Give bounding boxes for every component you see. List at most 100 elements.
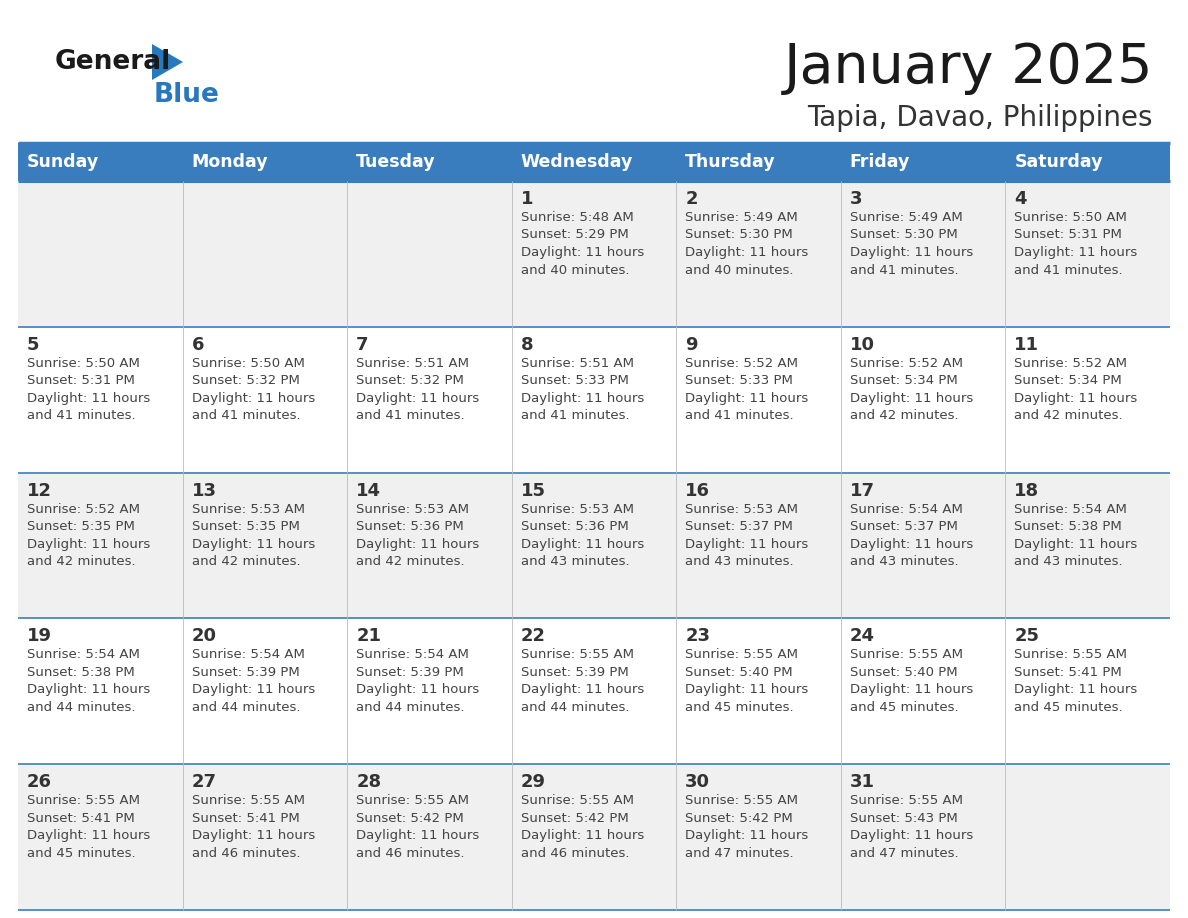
Text: Sunrise: 5:55 AM: Sunrise: 5:55 AM [191, 794, 304, 807]
Text: Daylight: 11 hours: Daylight: 11 hours [1015, 683, 1138, 697]
Text: 14: 14 [356, 482, 381, 499]
Text: Sunset: 5:34 PM: Sunset: 5:34 PM [849, 375, 958, 387]
Text: and 42 minutes.: and 42 minutes. [356, 555, 465, 568]
Text: 28: 28 [356, 773, 381, 791]
Text: Sunday: Sunday [27, 153, 100, 171]
Text: Sunset: 5:39 PM: Sunset: 5:39 PM [191, 666, 299, 679]
Text: Daylight: 11 hours: Daylight: 11 hours [356, 829, 480, 842]
Bar [183, 143, 347, 181]
Text: 1: 1 [520, 190, 533, 208]
Bar [18, 473, 1170, 619]
Text: Friday: Friday [849, 153, 910, 171]
Text: Sunset: 5:40 PM: Sunset: 5:40 PM [849, 666, 958, 679]
Text: Blue: Blue [154, 82, 220, 108]
Polygon shape [152, 44, 183, 80]
Text: General: General [55, 49, 171, 75]
Text: 6: 6 [191, 336, 204, 353]
Text: Tapia, Davao, Philippines: Tapia, Davao, Philippines [808, 104, 1154, 132]
Text: 30: 30 [685, 773, 710, 791]
Text: 15: 15 [520, 482, 545, 499]
Text: Sunset: 5:32 PM: Sunset: 5:32 PM [191, 375, 299, 387]
Text: and 41 minutes.: and 41 minutes. [685, 409, 794, 422]
Text: and 42 minutes.: and 42 minutes. [27, 555, 135, 568]
Text: Daylight: 11 hours: Daylight: 11 hours [356, 538, 480, 551]
Text: 25: 25 [1015, 627, 1040, 645]
Text: Sunrise: 5:48 AM: Sunrise: 5:48 AM [520, 211, 633, 224]
Bar [1005, 143, 1170, 181]
Text: Sunset: 5:43 PM: Sunset: 5:43 PM [849, 812, 958, 824]
Text: Sunrise: 5:54 AM: Sunrise: 5:54 AM [191, 648, 304, 661]
Text: 29: 29 [520, 773, 545, 791]
Text: Sunset: 5:36 PM: Sunset: 5:36 PM [520, 521, 628, 533]
Text: Sunset: 5:29 PM: Sunset: 5:29 PM [520, 229, 628, 241]
Text: Sunset: 5:39 PM: Sunset: 5:39 PM [520, 666, 628, 679]
Text: and 45 minutes.: and 45 minutes. [685, 701, 794, 714]
Text: Sunrise: 5:51 AM: Sunrise: 5:51 AM [520, 357, 633, 370]
Text: 22: 22 [520, 627, 545, 645]
Text: Sunrise: 5:52 AM: Sunrise: 5:52 AM [685, 357, 798, 370]
Text: and 43 minutes.: and 43 minutes. [520, 555, 630, 568]
Text: 7: 7 [356, 336, 368, 353]
Text: Sunset: 5:36 PM: Sunset: 5:36 PM [356, 521, 463, 533]
Text: Daylight: 11 hours: Daylight: 11 hours [27, 392, 150, 405]
Text: Sunrise: 5:51 AM: Sunrise: 5:51 AM [356, 357, 469, 370]
Text: Sunrise: 5:54 AM: Sunrise: 5:54 AM [849, 502, 962, 516]
Text: Sunrise: 5:53 AM: Sunrise: 5:53 AM [356, 502, 469, 516]
Text: and 45 minutes.: and 45 minutes. [1015, 701, 1123, 714]
Text: and 40 minutes.: and 40 minutes. [685, 263, 794, 276]
Text: Daylight: 11 hours: Daylight: 11 hours [849, 538, 973, 551]
Text: 20: 20 [191, 627, 216, 645]
Text: 19: 19 [27, 627, 52, 645]
Text: and 46 minutes.: and 46 minutes. [520, 846, 630, 859]
Text: 9: 9 [685, 336, 697, 353]
Text: 2: 2 [685, 190, 697, 208]
Text: Sunset: 5:41 PM: Sunset: 5:41 PM [27, 812, 134, 824]
Text: Sunset: 5:31 PM: Sunset: 5:31 PM [1015, 229, 1123, 241]
Text: Sunrise: 5:55 AM: Sunrise: 5:55 AM [685, 794, 798, 807]
Bar [841, 143, 1005, 181]
Text: 27: 27 [191, 773, 216, 791]
Text: Sunset: 5:32 PM: Sunset: 5:32 PM [356, 375, 465, 387]
Text: Daylight: 11 hours: Daylight: 11 hours [1015, 392, 1138, 405]
Text: and 47 minutes.: and 47 minutes. [849, 846, 959, 859]
Text: 8: 8 [520, 336, 533, 353]
Text: Daylight: 11 hours: Daylight: 11 hours [520, 683, 644, 697]
Text: Daylight: 11 hours: Daylight: 11 hours [1015, 246, 1138, 259]
Text: Daylight: 11 hours: Daylight: 11 hours [685, 538, 809, 551]
Bar [18, 327, 1170, 473]
Text: Thursday: Thursday [685, 153, 776, 171]
Bar [18, 143, 183, 181]
Bar [676, 143, 841, 181]
Text: Sunrise: 5:54 AM: Sunrise: 5:54 AM [27, 648, 140, 661]
Text: 21: 21 [356, 627, 381, 645]
Text: and 45 minutes.: and 45 minutes. [27, 846, 135, 859]
Text: Daylight: 11 hours: Daylight: 11 hours [849, 246, 973, 259]
Text: Sunrise: 5:55 AM: Sunrise: 5:55 AM [849, 648, 962, 661]
Text: 16: 16 [685, 482, 710, 499]
Text: 4: 4 [1015, 190, 1026, 208]
Text: and 44 minutes.: and 44 minutes. [356, 701, 465, 714]
Text: and 42 minutes.: and 42 minutes. [191, 555, 301, 568]
Text: Sunset: 5:33 PM: Sunset: 5:33 PM [685, 375, 794, 387]
Text: and 42 minutes.: and 42 minutes. [1015, 409, 1123, 422]
Text: Sunset: 5:34 PM: Sunset: 5:34 PM [1015, 375, 1123, 387]
Text: 23: 23 [685, 627, 710, 645]
Text: Sunset: 5:37 PM: Sunset: 5:37 PM [685, 521, 794, 533]
Text: and 41 minutes.: and 41 minutes. [520, 409, 630, 422]
Bar [18, 764, 1170, 910]
Text: Sunrise: 5:50 AM: Sunrise: 5:50 AM [27, 357, 140, 370]
Text: Sunrise: 5:49 AM: Sunrise: 5:49 AM [849, 211, 962, 224]
Text: Daylight: 11 hours: Daylight: 11 hours [849, 829, 973, 842]
Text: Daylight: 11 hours: Daylight: 11 hours [685, 683, 809, 697]
Text: Sunrise: 5:55 AM: Sunrise: 5:55 AM [356, 794, 469, 807]
Text: Sunrise: 5:54 AM: Sunrise: 5:54 AM [1015, 502, 1127, 516]
Text: Sunrise: 5:52 AM: Sunrise: 5:52 AM [1015, 357, 1127, 370]
Text: Daylight: 11 hours: Daylight: 11 hours [356, 683, 480, 697]
Text: Daylight: 11 hours: Daylight: 11 hours [685, 246, 809, 259]
Text: and 44 minutes.: and 44 minutes. [191, 701, 301, 714]
Text: Sunset: 5:37 PM: Sunset: 5:37 PM [849, 521, 958, 533]
Text: January 2025: January 2025 [784, 41, 1154, 95]
Text: and 41 minutes.: and 41 minutes. [191, 409, 301, 422]
Text: and 43 minutes.: and 43 minutes. [1015, 555, 1123, 568]
Bar [18, 181, 1170, 327]
